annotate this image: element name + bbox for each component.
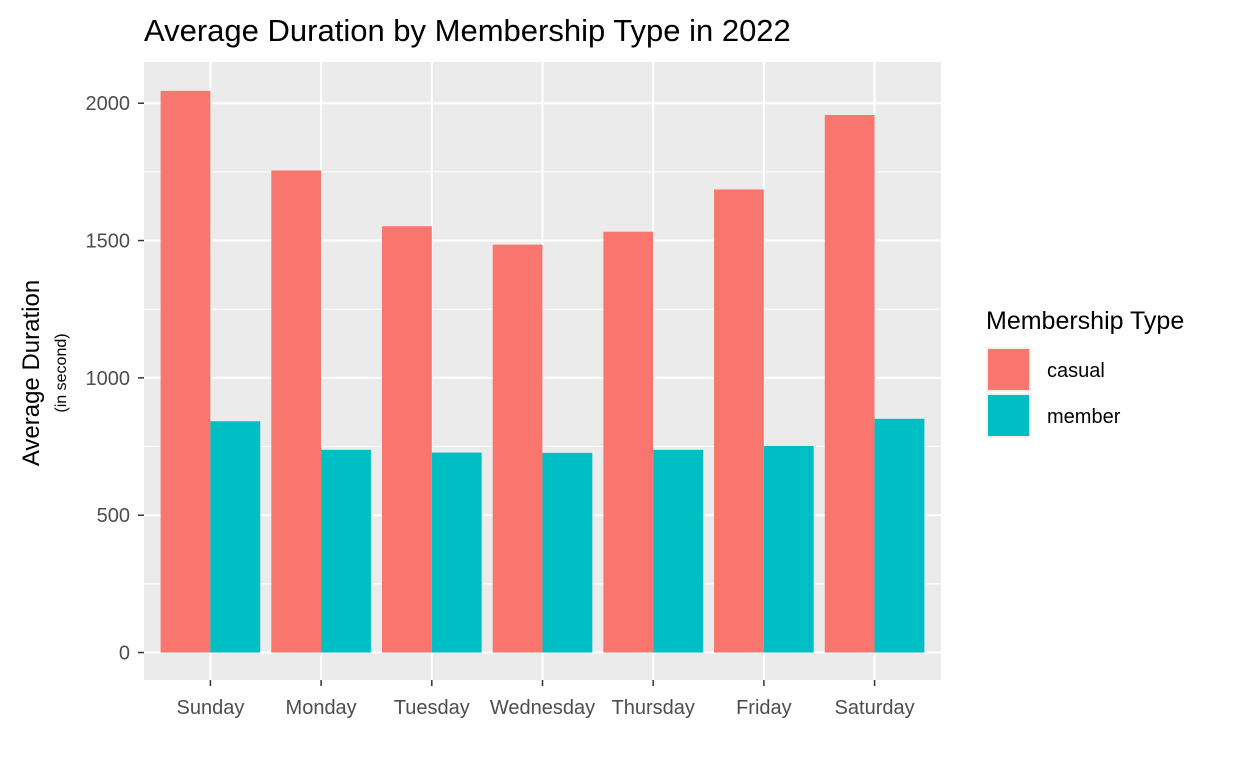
- y-tick-label: 500: [97, 505, 130, 527]
- bar-casual-friday: [714, 189, 764, 653]
- bar-member-friday: [763, 445, 814, 653]
- bar-member-wednesday: [542, 452, 593, 653]
- legend-key-member: [988, 395, 1029, 436]
- x-tick-label: Saturday: [835, 697, 915, 719]
- x-tick-label: Monday: [286, 697, 357, 719]
- y-tick-label: 0: [119, 643, 130, 665]
- x-tick-label: Friday: [736, 697, 792, 719]
- y-tick-label: 2000: [86, 93, 131, 115]
- bar-casual-thursday: [603, 231, 654, 653]
- legend-key-casual: [988, 349, 1029, 390]
- bar-member-saturday: [874, 418, 925, 653]
- bar-member-monday: [321, 449, 371, 653]
- x-tick-label: Sunday: [176, 697, 244, 719]
- legend-title: Membership Type: [986, 307, 1184, 335]
- bar-member-sunday: [210, 421, 261, 653]
- y-tick-label: 1000: [86, 368, 131, 390]
- y-axis-title: Average Duration (in second): [18, 280, 70, 466]
- y-axis-sublabel: (in second): [53, 333, 70, 412]
- bar-casual-wednesday: [492, 244, 543, 653]
- chart-title: Average Duration by Membership Type in 2…: [144, 13, 791, 48]
- bar-casual-tuesday: [381, 226, 432, 653]
- bar-casual-sunday: [160, 90, 211, 653]
- y-tick-label: 1500: [86, 231, 131, 253]
- y-axis-label: Average Duration: [18, 280, 45, 466]
- bar-casual-saturday: [824, 115, 875, 653]
- axes: 0 500 1000 1500 2000 Sunday Monday Tuesday Wedne…: [86, 93, 915, 719]
- x-tick-label: Tuesday: [394, 697, 470, 719]
- x-tick-label: Thursday: [612, 697, 695, 719]
- bar-casual-monday: [271, 170, 322, 653]
- bar-member-thursday: [653, 449, 704, 653]
- legend-label-member: member: [1047, 406, 1121, 428]
- bars: [160, 90, 925, 653]
- legend: Membership Type casual member: [986, 307, 1184, 438]
- x-tick-label: Wednesday: [490, 697, 595, 719]
- bar-member-tuesday: [431, 452, 482, 653]
- legend-label-casual: casual: [1047, 360, 1105, 382]
